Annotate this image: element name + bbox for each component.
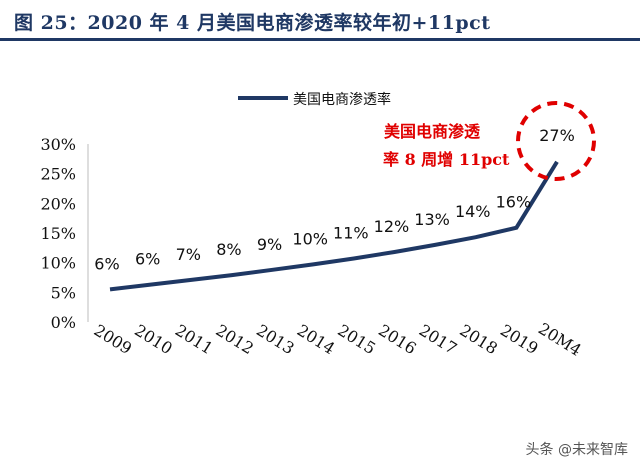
annotation-line-1: 美国电商渗透 xyxy=(384,122,481,141)
data-label: 10% xyxy=(292,229,328,248)
y-tick-label: 10% xyxy=(40,254,76,273)
x-tick-label: 2009 xyxy=(91,320,136,358)
legend-label: 美国电商渗透率 xyxy=(293,91,391,108)
figure-title: 图 25：2020 年 4 月美国电商渗透率较年初+11pct xyxy=(14,12,491,34)
x-tick-label: 2018 xyxy=(456,320,501,358)
data-label: 11% xyxy=(333,224,369,243)
data-label: 6% xyxy=(94,254,119,273)
data-label: 12% xyxy=(374,217,410,236)
x-tick-labels: 2009201020112012201320142015201620172018… xyxy=(91,319,585,360)
y-tick-label: 25% xyxy=(40,165,76,184)
x-tick-label: 20M4 xyxy=(535,319,585,360)
legend: 美国电商渗透率 xyxy=(238,91,391,108)
data-label: 6% xyxy=(135,250,160,269)
watermark: 头条 @未来智库 xyxy=(525,442,628,458)
data-labels: 6% 6% 7% 8% 9% 10% 11% 12% 13% 14% 16% 27% xyxy=(94,126,574,273)
y-tick-label: 30% xyxy=(40,135,76,154)
x-tick-label: 2012 xyxy=(213,320,258,358)
annotation-line-2: 率 8 周增 11pct xyxy=(383,150,510,169)
x-tick-label: 2019 xyxy=(497,320,542,358)
y-tick-labels: 0% 5% 10% 15% 20% 25% 30% xyxy=(40,135,76,332)
annotation: 美国电商渗透 率 8 周增 11pct xyxy=(383,101,596,181)
title-divider xyxy=(0,38,640,41)
x-tick-label: 2015 xyxy=(334,320,379,358)
data-label: 13% xyxy=(414,210,450,229)
data-label: 9% xyxy=(257,235,282,254)
data-label: 16% xyxy=(496,193,532,212)
x-tick-label: 2011 xyxy=(172,320,217,358)
y-tick-label: 20% xyxy=(40,194,76,213)
y-tick-label: 15% xyxy=(40,224,76,243)
x-tick-label: 2013 xyxy=(253,320,298,358)
series-line xyxy=(109,160,559,292)
data-label: 7% xyxy=(176,245,201,264)
x-tick-label: 2014 xyxy=(294,320,339,358)
x-tick-label: 2016 xyxy=(375,320,420,358)
data-label: 27% xyxy=(539,126,575,145)
y-tick-label: 0% xyxy=(51,313,76,332)
x-tick-label: 2017 xyxy=(416,320,461,358)
highlight-circle xyxy=(516,101,596,181)
x-tick-label: 2010 xyxy=(131,320,176,358)
data-label: 8% xyxy=(216,240,241,259)
data-label: 14% xyxy=(455,202,491,221)
y-tick-label: 5% xyxy=(51,283,76,302)
